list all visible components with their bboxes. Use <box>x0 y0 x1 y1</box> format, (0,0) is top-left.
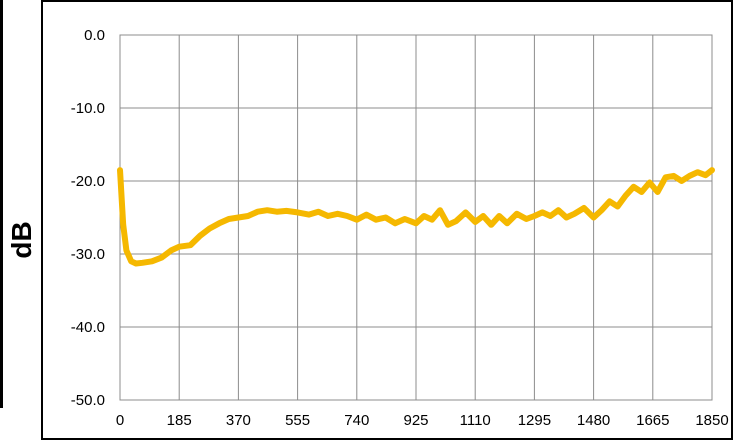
grid-lines <box>119 34 713 401</box>
x-tick-label: 370 <box>226 412 251 429</box>
x-tick-label: 1295 <box>518 412 551 429</box>
x-tick-label: 1850 <box>695 412 728 429</box>
y-tick-label: -50.0 <box>71 392 105 409</box>
y-tick-label: -20.0 <box>71 173 105 190</box>
y-tick-label: 0.0 <box>84 27 105 44</box>
left-border-line <box>0 0 3 408</box>
x-tick-label: 1665 <box>636 412 669 429</box>
x-tick-label: 925 <box>403 412 428 429</box>
x-tick-label: 0 <box>116 412 124 429</box>
y-tick-label: -30.0 <box>71 246 105 263</box>
x-tick-label: 1110 <box>460 412 491 429</box>
x-tick-label: 1480 <box>577 412 610 429</box>
y-tick-label: -40.0 <box>71 319 105 336</box>
y-tick-labels: 0.0 -10.0 -20.0 -30.0 -40.0 -50.0 <box>71 27 105 409</box>
y-tick-label: -10.0 <box>71 100 105 117</box>
x-tick-label: 740 <box>344 412 369 429</box>
series-group <box>117 167 715 267</box>
x-tick-label: 185 <box>167 412 192 429</box>
x-tick-label: 555 <box>285 412 310 429</box>
x-tick-labels: 0 185 370 555 740 925 1110 1295 1480 1665 1850 <box>116 412 729 429</box>
series-line <box>117 167 715 267</box>
